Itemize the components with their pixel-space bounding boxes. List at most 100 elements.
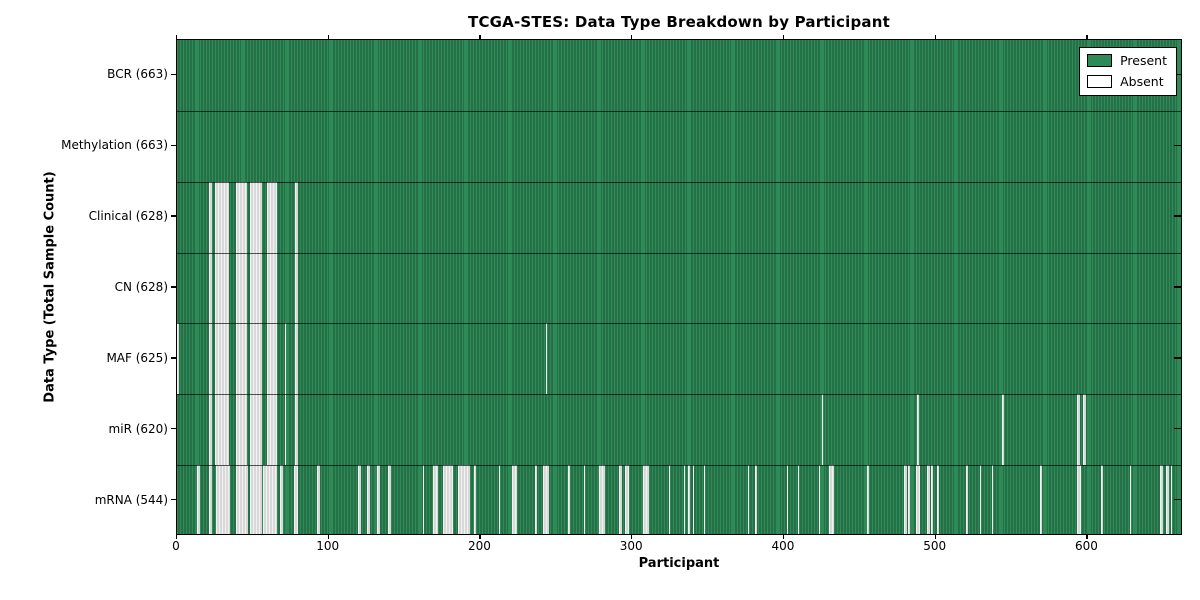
x-tick-mark-bottom (176, 535, 178, 539)
absent-stripe (457, 465, 470, 534)
absent-stripe (208, 465, 212, 534)
x-tick-label-300: 300 (619, 539, 643, 553)
legend-label-absent: Absent (1120, 74, 1164, 89)
absent-stripe (512, 465, 517, 534)
legend: Present Absent (1079, 47, 1177, 96)
absent-stripe (1160, 465, 1164, 534)
absent-stripe (216, 465, 231, 534)
x-tick-label-100: 100 (316, 539, 340, 553)
absent-stripe (1002, 394, 1004, 466)
legend-label-present: Present (1120, 53, 1167, 68)
absent-stripe (979, 465, 982, 534)
x-tick-mark-bottom (934, 535, 936, 539)
x-tick-mark-top (631, 35, 633, 39)
absent-stripe (747, 465, 750, 534)
y-tick-mark-right (1174, 215, 1181, 217)
y-tick-label-cn: CN (628) (114, 280, 168, 294)
y-tick-label-mir: miR (620) (108, 421, 168, 436)
absent-stripe (208, 323, 212, 395)
row-band-mir (177, 394, 1181, 466)
row-boundary-line (177, 465, 1181, 467)
absent-stripe (542, 465, 549, 534)
absent-stripe (196, 465, 200, 534)
x-tick-mark-bottom (782, 535, 785, 539)
absent-stripe (545, 323, 548, 395)
absent-stripe (214, 323, 229, 395)
y-tick-label-mrna: mRNA (544) (94, 492, 168, 507)
absent-stripe (624, 465, 630, 534)
absent-stripe (797, 465, 800, 534)
x-tick-mark-top (479, 35, 481, 39)
absent-stripe (755, 465, 757, 534)
y-tick-label-bcr: BCR (663) (107, 67, 168, 82)
absent-stripe (236, 323, 247, 395)
y-tick-mark-left (171, 215, 176, 217)
row-boundary-line (177, 110, 1181, 112)
x-tick-mark-bottom (1086, 535, 1088, 539)
absent-stripe (295, 181, 299, 253)
y-tick-mark-left (171, 73, 176, 76)
row-band-bcr (177, 40, 1181, 111)
absent-stripe (926, 465, 930, 534)
absent-stripe (1166, 465, 1170, 534)
absent-stripe (991, 465, 994, 534)
absent-stripe (236, 252, 247, 324)
row-boundary-line (177, 252, 1181, 254)
absent-stripe (1129, 465, 1132, 534)
row-boundary-line (177, 323, 1181, 325)
absent-swatch-icon (1087, 75, 1113, 88)
y-tick-mark-right (1174, 286, 1181, 288)
absent-stripe (688, 465, 690, 534)
absent-stripe (1170, 465, 1173, 534)
absent-stripe (818, 465, 821, 534)
x-tick-mark-bottom (631, 535, 633, 539)
absent-stripe (266, 181, 278, 253)
absent-stripe (208, 252, 212, 324)
absent-stripe (535, 465, 537, 534)
x-tick-label-600: 600 (1074, 539, 1098, 553)
x-tick-mark-bottom (327, 535, 330, 539)
y-tick-mark-left (171, 428, 176, 430)
chart-title: TCGA-STES: Data Type Breakdown by Partic… (468, 13, 890, 31)
absent-stripe (642, 465, 649, 534)
row-boundary-line (177, 394, 1181, 396)
absent-stripe (966, 465, 968, 534)
absent-stripe (249, 394, 262, 466)
absent-stripe (366, 465, 370, 534)
absent-stripe (1101, 465, 1103, 534)
x-tick-mark-bottom (479, 535, 481, 539)
x-tick-label-200: 200 (468, 539, 491, 553)
x-tick-mark-top (934, 35, 936, 39)
absent-stripe (284, 394, 287, 466)
absent-stripe (786, 465, 789, 534)
absent-stripe (266, 323, 278, 395)
absent-stripe (568, 465, 570, 534)
y-tick-label-maf: MAF (625) (106, 350, 168, 365)
absent-stripe (821, 394, 824, 466)
absent-stripe (293, 465, 299, 534)
x-tick-label-500: 500 (923, 539, 947, 553)
absent-stripe (280, 465, 284, 534)
absent-stripe (618, 465, 622, 534)
absent-stripe (498, 465, 501, 534)
absent-stripe (208, 394, 212, 466)
absent-stripe (433, 465, 438, 534)
row-band-mrna (177, 465, 1181, 534)
absent-stripe (214, 181, 229, 253)
absent-stripe (249, 181, 262, 253)
row-boundary-line (177, 181, 1181, 183)
absent-stripe (236, 394, 247, 466)
legend-item-absent: Absent (1087, 74, 1167, 89)
absent-stripe (236, 181, 247, 253)
absent-stripe (1040, 465, 1042, 534)
present-swatch-icon (1087, 54, 1113, 67)
absent-stripe (295, 252, 299, 324)
x-tick-mark-top (782, 35, 785, 39)
row-band-cn (177, 252, 1181, 324)
y-tick-mark-right (1174, 73, 1181, 76)
absent-stripe (915, 465, 921, 534)
absent-stripe (208, 181, 212, 253)
y-tick-mark-left (171, 144, 176, 146)
y-tick-mark-left (171, 498, 176, 501)
